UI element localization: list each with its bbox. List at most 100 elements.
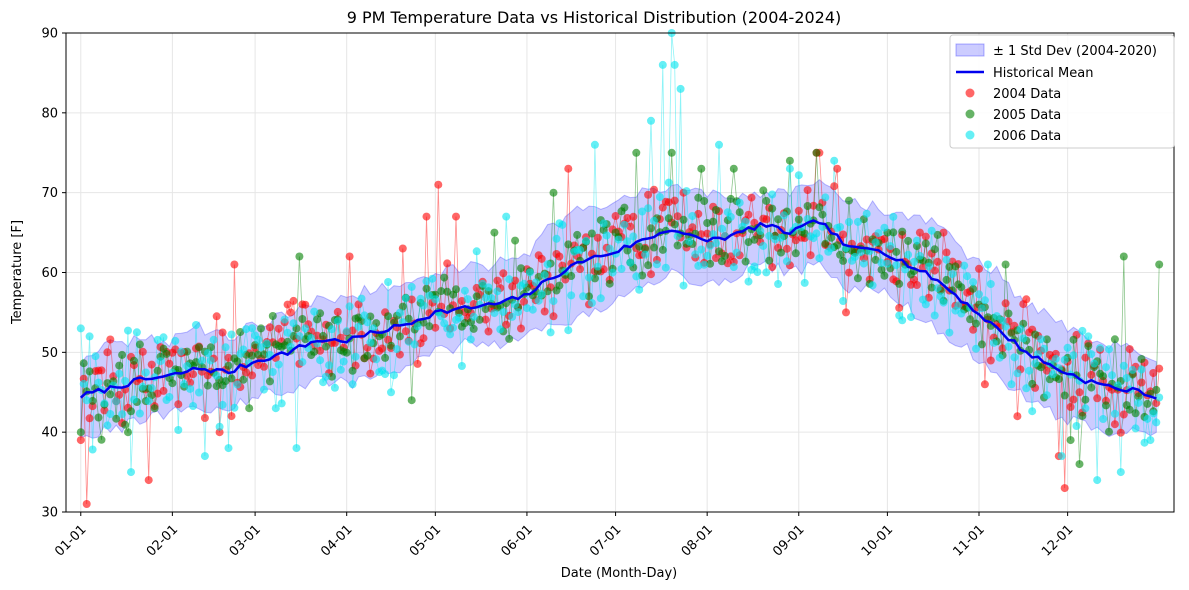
legend-swatch-2006 bbox=[965, 130, 975, 140]
data-point bbox=[558, 220, 567, 229]
data-point bbox=[200, 452, 209, 461]
data-point bbox=[1069, 395, 1078, 404]
data-point bbox=[658, 60, 667, 69]
data-point bbox=[257, 343, 265, 352]
data-point bbox=[709, 230, 718, 239]
data-point bbox=[85, 414, 94, 423]
data-point bbox=[537, 290, 546, 299]
data-point bbox=[647, 224, 655, 233]
data-point bbox=[741, 257, 750, 266]
data-point bbox=[664, 178, 673, 187]
data-point bbox=[703, 229, 712, 238]
data-point bbox=[511, 236, 520, 245]
data-point bbox=[655, 193, 664, 201]
data-point bbox=[874, 229, 883, 238]
data-point bbox=[195, 388, 203, 397]
data-point bbox=[605, 244, 614, 253]
data-point bbox=[254, 350, 263, 359]
data-point bbox=[138, 347, 147, 356]
data-point bbox=[168, 379, 177, 388]
data-point bbox=[100, 399, 109, 408]
data-point bbox=[933, 230, 942, 239]
data-point bbox=[475, 315, 484, 324]
data-point bbox=[1072, 422, 1081, 430]
data-point bbox=[147, 391, 156, 400]
data-point bbox=[443, 259, 452, 268]
data-point bbox=[502, 212, 511, 221]
data-point bbox=[277, 399, 286, 408]
data-point bbox=[685, 237, 694, 246]
data-point bbox=[821, 193, 830, 202]
data-point bbox=[322, 372, 330, 381]
data-point bbox=[1001, 260, 1010, 269]
data-point bbox=[254, 335, 263, 344]
data-point bbox=[407, 396, 416, 405]
data-point bbox=[434, 180, 443, 189]
data-point bbox=[765, 256, 774, 265]
data-point bbox=[112, 397, 121, 406]
data-point bbox=[567, 291, 576, 300]
data-point bbox=[330, 383, 339, 392]
data-point bbox=[227, 374, 236, 383]
data-point bbox=[481, 305, 490, 314]
chart-title: 9 PM Temperature Data vs Historical Dist… bbox=[347, 8, 842, 27]
data-point bbox=[1134, 398, 1143, 407]
data-point bbox=[395, 308, 404, 317]
data-point bbox=[260, 350, 268, 359]
data-point bbox=[782, 244, 791, 253]
data-point bbox=[88, 445, 97, 454]
data-point bbox=[629, 232, 638, 241]
data-point bbox=[859, 259, 868, 268]
data-point bbox=[593, 262, 602, 271]
data-point bbox=[818, 210, 827, 219]
data-point bbox=[88, 396, 97, 405]
data-point bbox=[363, 351, 372, 360]
data-point bbox=[658, 245, 667, 254]
data-point bbox=[449, 323, 458, 332]
data-point bbox=[1090, 359, 1099, 368]
data-point bbox=[499, 307, 508, 316]
data-point bbox=[209, 335, 218, 344]
data-point bbox=[1116, 428, 1125, 437]
data-point bbox=[197, 356, 206, 365]
data-point bbox=[845, 268, 853, 277]
data-point bbox=[484, 327, 493, 336]
data-point bbox=[912, 236, 921, 245]
data-point bbox=[1075, 388, 1084, 397]
data-point bbox=[130, 395, 138, 404]
data-point bbox=[927, 226, 936, 235]
data-point bbox=[425, 291, 434, 300]
data-point bbox=[76, 324, 85, 333]
data-point bbox=[520, 297, 528, 306]
data-point bbox=[1081, 353, 1090, 362]
data-point bbox=[390, 371, 398, 380]
data-point bbox=[283, 328, 292, 337]
data-point bbox=[782, 257, 791, 266]
data-point bbox=[1084, 332, 1093, 341]
data-point bbox=[97, 366, 106, 375]
data-point bbox=[706, 259, 715, 268]
data-point bbox=[525, 268, 534, 277]
data-point bbox=[977, 304, 986, 313]
y-tick-label: 30 bbox=[41, 506, 58, 521]
data-point bbox=[670, 60, 679, 69]
data-point bbox=[1110, 420, 1119, 429]
data-point bbox=[720, 251, 729, 260]
data-point bbox=[115, 390, 124, 399]
data-point bbox=[508, 312, 517, 321]
data-point bbox=[419, 301, 428, 310]
data-point bbox=[189, 402, 198, 410]
data-point bbox=[452, 212, 460, 221]
data-point bbox=[428, 274, 437, 283]
data-point bbox=[1128, 365, 1137, 374]
data-point bbox=[425, 322, 434, 331]
data-point bbox=[452, 285, 460, 294]
data-point bbox=[103, 348, 112, 357]
data-point bbox=[599, 219, 608, 228]
data-point bbox=[587, 229, 596, 238]
data-point bbox=[348, 380, 357, 389]
data-point bbox=[954, 301, 963, 310]
data-point bbox=[853, 274, 862, 283]
data-point bbox=[540, 271, 549, 280]
data-point bbox=[1001, 322, 1010, 331]
